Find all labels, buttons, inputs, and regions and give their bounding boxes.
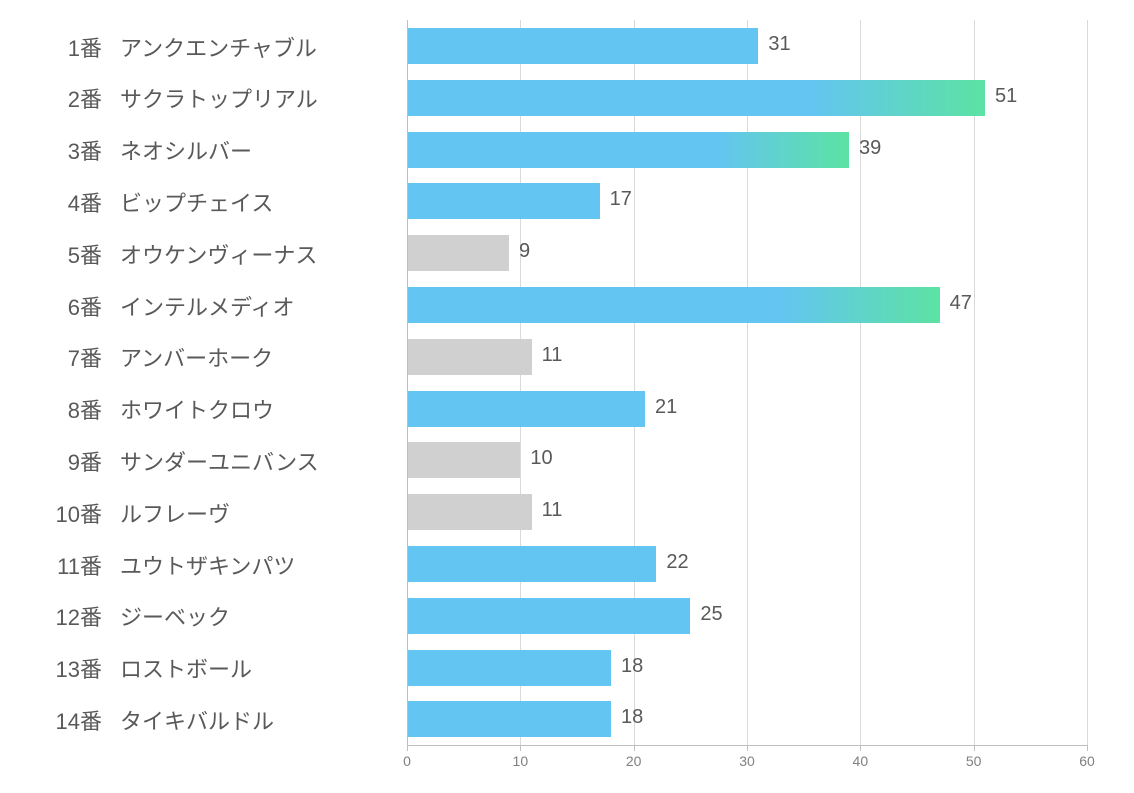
row-name-label: オウケンヴィーナス [120, 238, 317, 270]
bar-value-label: 11 [542, 344, 563, 367]
bar-value-label: 11 [542, 499, 563, 522]
x-tick-label: 10 [500, 753, 540, 769]
x-tick-label: 40 [840, 753, 880, 769]
x-tick-label: 20 [614, 753, 654, 769]
x-tick [747, 745, 748, 751]
row-name-label: ネオシルバー [120, 134, 252, 166]
row-name-label: サクラトップリアル [120, 82, 318, 114]
bar-chart: 1番アンクエンチャブル 31 2番サクラトップリアル 51 3番ネオシルバー 39 4番ビッ… [0, 0, 1134, 793]
bar-value-label: 47 [950, 292, 972, 315]
bar [407, 28, 758, 64]
grid-line [860, 20, 861, 745]
row-name-label: アンクエンチャブル [120, 31, 317, 63]
bar-value-label: 39 [859, 137, 881, 160]
bar [407, 80, 985, 116]
row-name-label: ホワイトクロウ [120, 393, 274, 425]
x-tick-label: 50 [954, 753, 994, 769]
bar [407, 183, 600, 219]
bar [407, 546, 656, 582]
bar-value-label: 10 [530, 447, 552, 470]
bar [407, 701, 611, 737]
row-number-label: 3番 [68, 134, 102, 166]
x-tick-label: 60 [1067, 753, 1107, 769]
row-name-label: サンダーユニバンス [120, 445, 319, 477]
row-number-label: 4番 [68, 186, 102, 218]
bar-value-label: 51 [995, 85, 1017, 108]
bar [407, 132, 849, 168]
bar-value-label: 31 [768, 33, 790, 56]
y-axis-line [407, 20, 408, 745]
bar-value-label: 21 [655, 396, 677, 419]
grid-line [520, 20, 521, 745]
row-number-label: 8番 [68, 393, 102, 425]
bar-value-label: 18 [621, 706, 643, 729]
row-number-label: 9番 [68, 445, 102, 477]
x-tick [860, 745, 861, 751]
bar-value-label: 9 [519, 240, 530, 263]
row-name-label: ジーベック [120, 600, 230, 632]
row-number-label: 5番 [68, 238, 102, 270]
row-number-label: 1番 [68, 31, 102, 63]
grid-line [1087, 20, 1088, 745]
bar [407, 287, 940, 323]
grid-line [634, 20, 635, 745]
x-tick-label: 0 [387, 753, 427, 769]
row-number-label: 12番 [56, 600, 102, 632]
row-number-label: 7番 [68, 341, 102, 373]
x-tick [520, 745, 521, 751]
row-name-label: タイキバルドル [120, 704, 274, 736]
bar [407, 235, 509, 271]
row-number-label: 14番 [56, 704, 102, 736]
row-name-label: ルフレーヴ [120, 497, 230, 529]
grid-line [974, 20, 975, 745]
row-number-label: 10番 [56, 497, 102, 529]
row-number-label: 2番 [68, 82, 102, 114]
bar-value-label: 25 [700, 603, 722, 626]
bar [407, 339, 532, 375]
grid-line [747, 20, 748, 745]
row-name-label: ビップチェイス [120, 186, 273, 218]
row-number-label: 13番 [56, 652, 102, 684]
bar-value-label: 22 [666, 551, 688, 574]
bar [407, 442, 520, 478]
row-number-label: 6番 [68, 290, 102, 322]
bar [407, 494, 532, 530]
x-tick [634, 745, 635, 751]
x-tick [1087, 745, 1088, 751]
bar [407, 650, 611, 686]
bar [407, 598, 690, 634]
bar-value-label: 18 [621, 655, 643, 678]
x-tick [974, 745, 975, 751]
bar [407, 391, 645, 427]
x-tick [407, 745, 408, 751]
row-number-label: 11番 [57, 549, 102, 581]
bar-value-label: 17 [610, 188, 632, 211]
row-name-label: アンバーホーク [120, 341, 273, 373]
row-name-label: ユウトザキンパツ [120, 549, 295, 581]
x-tick-label: 30 [727, 753, 767, 769]
row-name-label: ロストボール [120, 652, 252, 684]
row-name-label: インテルメディオ [120, 290, 294, 322]
